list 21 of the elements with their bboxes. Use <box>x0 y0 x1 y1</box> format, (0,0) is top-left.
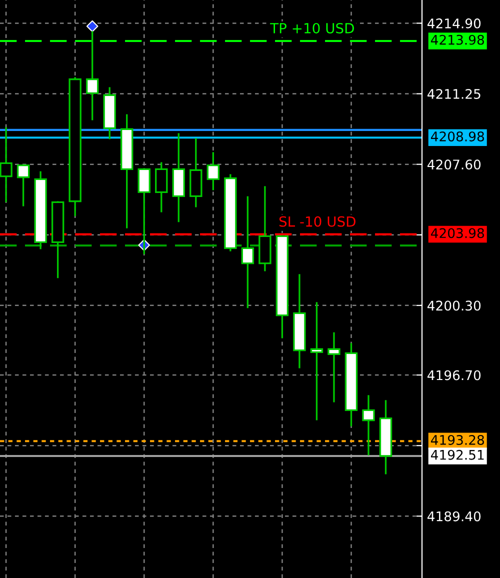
y-tick-label: 4196.70 <box>428 370 481 380</box>
annotation: TP +10 USD <box>270 22 354 34</box>
ref-line-label: 4213.98 <box>430 34 484 45</box>
y-tick-label: 4200.30 <box>428 300 481 311</box>
candlestick <box>328 331 340 404</box>
ref-line-label: 4193.28 <box>430 434 484 445</box>
y-tick-label: 4207.60 <box>428 160 481 170</box>
candlestick <box>206 151 220 192</box>
y-tick-label: 4214.90 <box>428 18 481 28</box>
ref-line-label: 4208.98 <box>430 131 484 142</box>
candlestick <box>310 301 324 422</box>
annotation: SL -10 USD <box>279 216 356 227</box>
candlestick <box>155 161 168 214</box>
candlestick <box>241 195 254 309</box>
ref-line-label: 4192.51 <box>430 450 484 460</box>
ref-line-label: 4203.98 <box>430 228 484 238</box>
candlestick <box>362 394 375 456</box>
candlestick <box>0 126 12 204</box>
candlestick <box>16 163 30 208</box>
y-tick-label: 4189.40 <box>428 511 481 522</box>
y-tick-label: 4211.25 <box>428 88 480 99</box>
